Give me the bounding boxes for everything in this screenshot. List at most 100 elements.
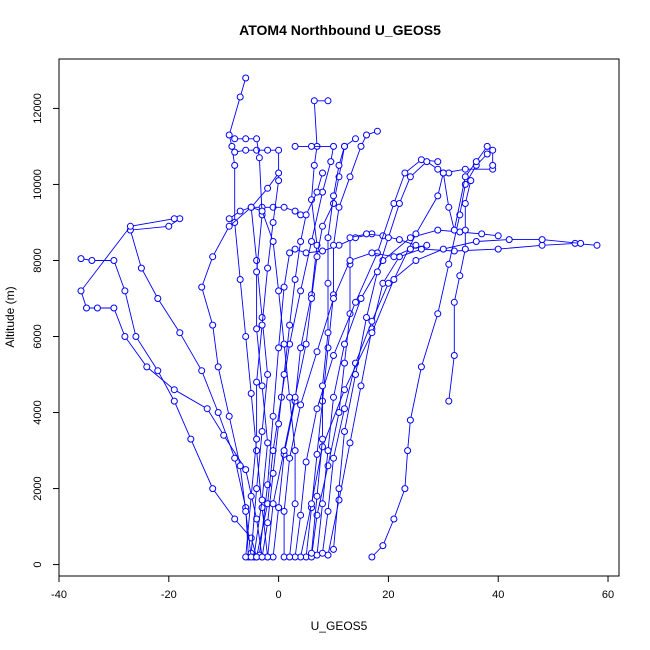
data-point: [253, 268, 261, 276]
series-line: [80, 258, 258, 558]
y-axis-label: Altitude (m): [3, 286, 17, 347]
data-point: [88, 257, 96, 264]
data-point: [445, 203, 453, 211]
data-point: [280, 283, 288, 291]
data-point: [330, 241, 337, 249]
series-18: [291, 156, 442, 561]
data-point: [203, 405, 211, 413]
data-point: [346, 257, 354, 264]
data-point: [253, 485, 261, 493]
data-point: [357, 382, 365, 390]
data-point: [236, 207, 244, 215]
data-point: [291, 207, 299, 215]
data-point: [258, 314, 266, 321]
data-point: [236, 462, 244, 470]
data-point: [456, 211, 464, 219]
data-point: [445, 397, 453, 405]
data-point: [264, 519, 272, 527]
data-point: [363, 131, 370, 139]
data-point: [242, 135, 250, 143]
data-point: [264, 371, 272, 378]
data-point: [93, 304, 101, 312]
chart-title: ATOM4 Northbound U_GEOS5: [239, 22, 441, 38]
data-point: [297, 401, 305, 409]
data-point: [434, 192, 442, 200]
data-point: [242, 507, 250, 515]
data-point: [77, 255, 85, 263]
series-13: [313, 226, 502, 559]
data-point: [225, 412, 233, 420]
data-point: [126, 222, 134, 230]
data-point: [494, 245, 502, 253]
series-line: [129, 218, 249, 558]
data-point: [121, 287, 129, 295]
data-point: [247, 203, 255, 211]
data-point: [330, 295, 337, 302]
data-point: [275, 146, 283, 154]
data-point: [434, 165, 442, 173]
data-point: [439, 169, 447, 177]
data-point: [253, 325, 261, 333]
data-point: [417, 363, 425, 371]
series-5: [231, 146, 283, 561]
data-point: [341, 386, 348, 394]
data-point: [264, 439, 272, 447]
data-point: [390, 515, 398, 523]
data-point: [269, 447, 277, 455]
data-point: [291, 500, 299, 508]
y-tick-label: 10000: [32, 169, 44, 200]
data-point: [327, 158, 335, 166]
data-point: [214, 363, 222, 371]
y-axis: 0 2000 4000 6000 8000 10000 12000: [32, 93, 59, 568]
data-point: [483, 142, 491, 150]
data-point: [258, 321, 266, 329]
data-point: [247, 390, 255, 397]
data-point: [302, 458, 310, 466]
series-25: [445, 177, 475, 405]
y-tick-label: 0: [32, 562, 44, 568]
data-point: [258, 428, 266, 435]
data-point: [352, 298, 359, 306]
data-point: [225, 131, 233, 139]
data-point: [242, 146, 250, 154]
data-point: [330, 454, 337, 462]
data-point: [269, 412, 277, 420]
series-20: [264, 135, 359, 561]
data-point: [324, 279, 332, 287]
data-point: [231, 515, 239, 523]
data-point: [450, 298, 458, 306]
data-point: [297, 511, 305, 519]
series-2: [77, 215, 266, 561]
data-point: [258, 382, 266, 390]
series-line: [442, 145, 494, 231]
series-line: [322, 239, 581, 554]
data-point: [269, 238, 277, 245]
data-point: [280, 340, 288, 348]
data-point: [505, 236, 513, 244]
data-point: [297, 238, 305, 245]
data-point: [373, 268, 381, 276]
data-point: [313, 348, 321, 356]
data-point: [83, 304, 90, 312]
series-15: [319, 236, 585, 557]
series-24: [308, 142, 348, 557]
data-point: [319, 443, 326, 451]
data-point: [335, 161, 343, 169]
data-point: [461, 245, 469, 253]
data-point: [412, 241, 420, 249]
x-tick-label: 60: [602, 589, 614, 601]
data-point: [330, 142, 337, 150]
series-17: [297, 165, 497, 561]
data-point: [461, 173, 469, 181]
data-point: [346, 173, 354, 181]
data-point: [330, 545, 337, 553]
data-point: [461, 200, 469, 207]
data-point: [242, 466, 250, 474]
data-point: [538, 241, 546, 249]
data-point: [577, 239, 585, 247]
series-line: [333, 161, 449, 550]
data-point: [319, 549, 326, 557]
series-line: [272, 100, 328, 558]
data-point: [319, 169, 326, 177]
data-point: [313, 405, 321, 413]
